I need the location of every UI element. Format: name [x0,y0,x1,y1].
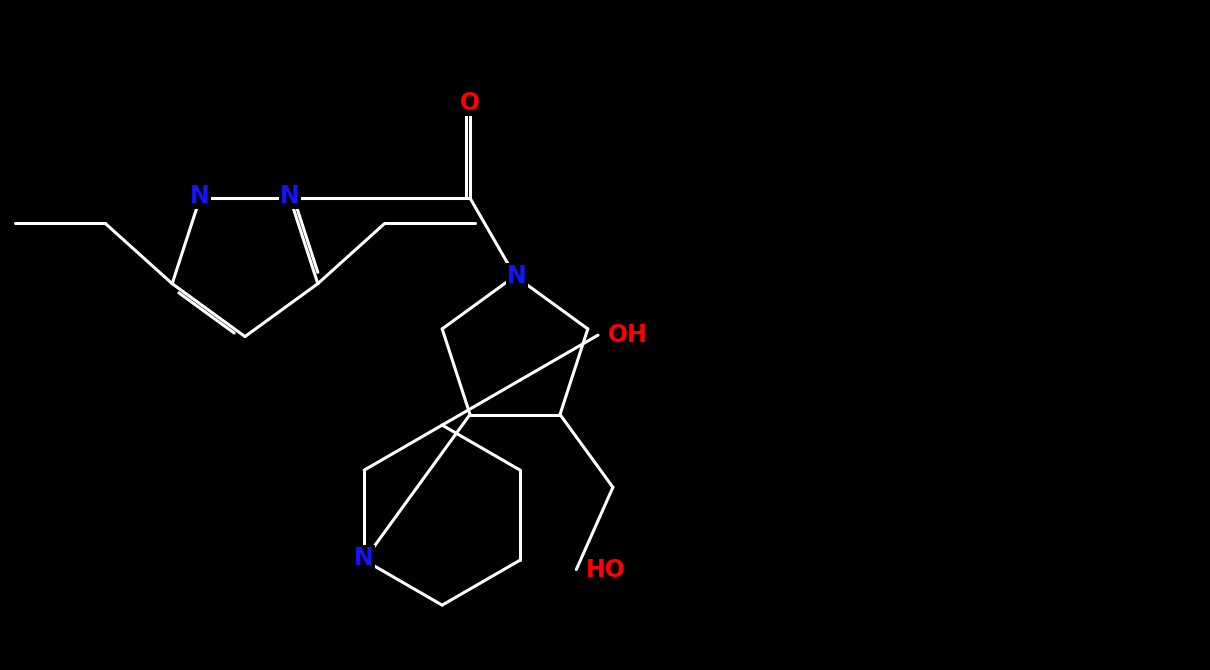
Text: O: O [460,91,480,115]
Text: OH: OH [609,323,647,347]
Text: HO: HO [587,557,626,582]
Text: N: N [190,184,209,208]
Text: N: N [355,546,374,570]
Text: N: N [281,184,300,208]
Text: N: N [507,264,526,288]
